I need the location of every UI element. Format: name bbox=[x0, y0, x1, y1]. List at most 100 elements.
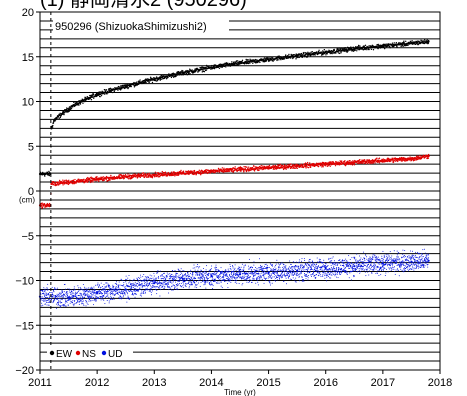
data-point bbox=[126, 86, 128, 89]
data-point bbox=[321, 166, 323, 168]
data-point bbox=[146, 288, 148, 290]
data-point bbox=[58, 117, 60, 120]
data-point bbox=[306, 56, 308, 58]
data-point bbox=[398, 41, 400, 44]
data-point bbox=[224, 278, 226, 280]
data-point bbox=[124, 292, 126, 294]
data-point bbox=[110, 291, 112, 293]
data-point bbox=[138, 285, 140, 287]
data-point bbox=[102, 176, 105, 178]
data-point bbox=[65, 292, 67, 294]
data-point bbox=[61, 299, 63, 301]
data-point bbox=[109, 292, 111, 294]
data-point bbox=[226, 278, 228, 280]
data-point bbox=[167, 172, 170, 174]
data-point bbox=[189, 272, 191, 274]
data-point bbox=[53, 291, 55, 293]
data-point bbox=[126, 297, 128, 299]
data-point bbox=[393, 42, 395, 44]
data-point bbox=[182, 170, 185, 172]
data-point bbox=[187, 282, 189, 284]
data-point bbox=[57, 295, 59, 297]
data-point bbox=[212, 273, 214, 275]
data-point bbox=[48, 292, 50, 294]
data-point bbox=[110, 295, 112, 297]
data-point bbox=[77, 297, 79, 299]
data-point bbox=[64, 305, 66, 307]
data-point bbox=[420, 155, 422, 157]
data-point bbox=[213, 271, 215, 273]
data-point bbox=[243, 166, 245, 168]
data-point bbox=[82, 300, 84, 302]
data-point bbox=[95, 300, 97, 302]
data-point bbox=[176, 284, 178, 286]
data-point bbox=[339, 47, 342, 49]
data-point bbox=[146, 283, 148, 285]
data-point bbox=[98, 180, 100, 182]
data-point bbox=[368, 161, 370, 163]
data-point bbox=[290, 57, 292, 59]
data-point bbox=[140, 173, 143, 176]
data-point bbox=[168, 287, 170, 289]
data-point bbox=[101, 297, 103, 299]
data-point bbox=[297, 56, 299, 58]
data-point bbox=[194, 269, 196, 271]
data-point bbox=[220, 285, 222, 287]
data-point bbox=[121, 297, 123, 299]
data-point bbox=[146, 173, 149, 175]
data-point bbox=[68, 106, 71, 108]
data-point bbox=[73, 294, 75, 296]
data-point bbox=[247, 166, 250, 168]
data-point bbox=[43, 298, 45, 300]
data-point bbox=[175, 273, 177, 275]
data-point bbox=[187, 73, 190, 75]
data-point bbox=[90, 292, 92, 294]
data-point bbox=[47, 283, 49, 285]
data-point bbox=[212, 285, 214, 287]
data-point bbox=[56, 183, 59, 185]
data-point bbox=[82, 298, 84, 300]
data-point bbox=[128, 282, 130, 284]
data-point bbox=[180, 169, 182, 172]
data-point bbox=[223, 167, 225, 170]
data-point bbox=[72, 301, 74, 303]
data-point bbox=[217, 277, 219, 279]
data-point bbox=[203, 277, 205, 279]
data-point bbox=[44, 296, 46, 298]
data-point bbox=[370, 48, 373, 51]
data-point bbox=[161, 285, 163, 287]
data-point bbox=[80, 294, 82, 296]
data-point bbox=[199, 274, 201, 276]
data-point bbox=[364, 44, 367, 47]
data-point bbox=[177, 73, 179, 76]
data-point bbox=[127, 277, 129, 279]
data-point bbox=[178, 269, 180, 271]
data-point bbox=[49, 172, 51, 174]
data-point bbox=[285, 165, 288, 167]
data-point bbox=[41, 305, 43, 307]
data-point bbox=[150, 174, 152, 176]
data-point bbox=[302, 165, 304, 167]
data-point bbox=[201, 66, 203, 68]
data-point bbox=[140, 280, 142, 282]
data-point bbox=[211, 283, 213, 285]
data-point bbox=[54, 299, 56, 301]
data-point bbox=[102, 293, 104, 295]
data-point bbox=[88, 296, 90, 298]
data-point bbox=[119, 87, 121, 90]
data-point bbox=[227, 268, 229, 270]
data-point bbox=[82, 102, 84, 104]
data-point bbox=[174, 285, 176, 287]
data-point bbox=[45, 299, 47, 301]
data-point bbox=[178, 274, 180, 276]
data-point bbox=[127, 83, 129, 85]
data-point bbox=[103, 288, 105, 290]
data-point bbox=[49, 298, 51, 300]
data-point bbox=[113, 287, 115, 289]
data-point bbox=[162, 283, 164, 285]
data-point bbox=[133, 284, 135, 286]
data-point bbox=[93, 304, 95, 306]
data-point bbox=[41, 202, 43, 204]
data-point bbox=[365, 161, 368, 164]
header-partial-title: (1) 静岡清水2 (950296) bbox=[40, 0, 247, 11]
